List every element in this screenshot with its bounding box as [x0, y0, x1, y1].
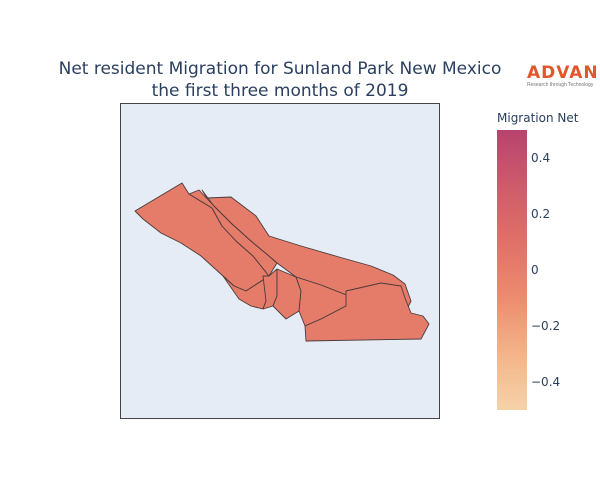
- logo-word: ADVAN: [527, 63, 599, 83]
- colorbar-tick-label: 0.4: [531, 151, 551, 165]
- logo-tagline: Research through Technology: [527, 82, 594, 88]
- map-panel[interactable]: [120, 103, 440, 419]
- advan-logo: ADVAN Research through Technology: [527, 63, 599, 88]
- title-line-1: Net resident Migration for Sunland Park …: [58, 59, 502, 79]
- title-line-2: the first three months of 2019: [151, 81, 409, 101]
- map-region-tract-south-east[interactable]: [304, 282, 430, 342]
- map-svg[interactable]: [121, 104, 441, 420]
- colorbar-tick-label: −0.4: [531, 375, 561, 389]
- chart-title: Net resident Migration for Sunland Park …: [40, 58, 520, 102]
- colorbar: [497, 130, 527, 410]
- colorbar-tick-label: −0.2: [531, 319, 561, 333]
- colorbar-title: Migration Net: [497, 111, 579, 125]
- colorbar-tick-label: 0.2: [531, 207, 551, 221]
- colorbar-tick-label: 0: [531, 263, 539, 277]
